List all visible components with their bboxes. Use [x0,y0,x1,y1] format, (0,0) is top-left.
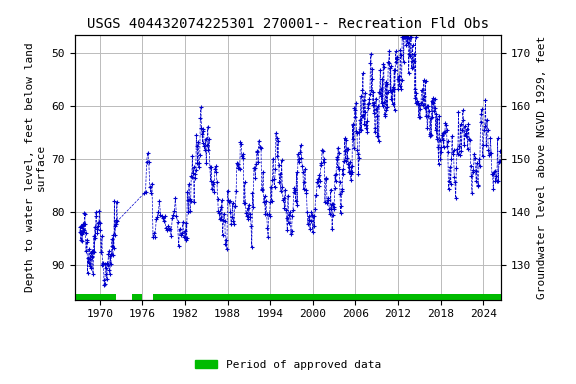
Legend: Period of approved data: Period of approved data [191,356,385,375]
Title: USGS 404432074225301 270001-- Recreation Fld Obs: USGS 404432074225301 270001-- Recreation… [87,17,489,31]
Y-axis label: Groundwater level above NGVD 1929, feet: Groundwater level above NGVD 1929, feet [537,35,547,299]
Y-axis label: Depth to water level, feet below land
surface: Depth to water level, feet below land su… [25,42,46,292]
